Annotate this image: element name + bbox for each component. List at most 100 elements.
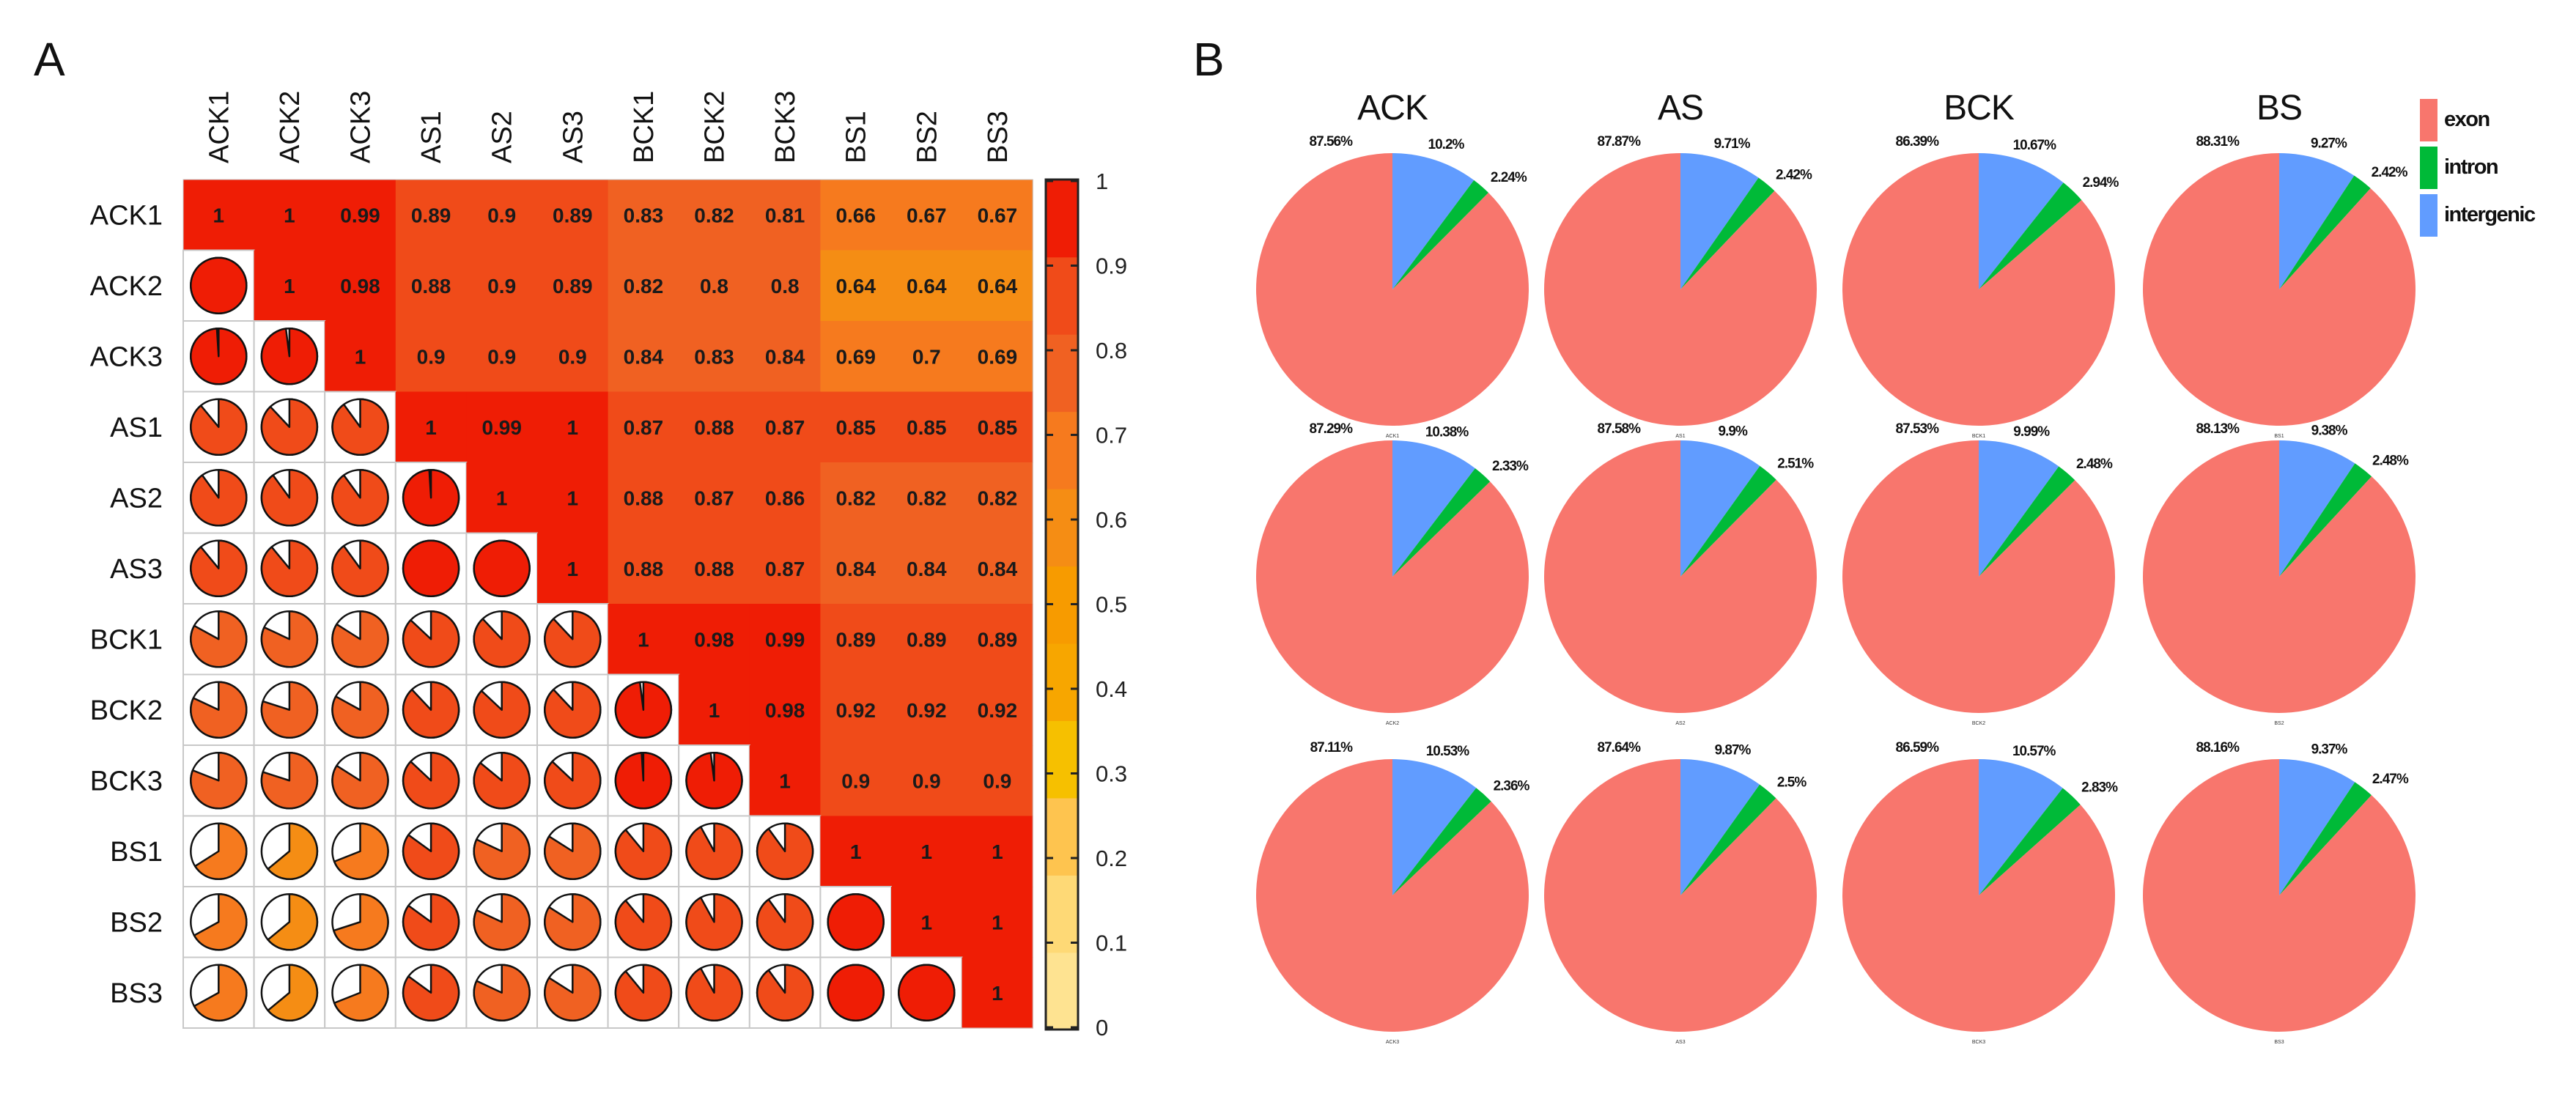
cell-value: 0.98: [694, 628, 734, 651]
cell-value: 0.87: [765, 416, 805, 439]
cell-value: 0.64: [978, 275, 1018, 297]
colorbar-segment: [1046, 952, 1078, 1030]
cell-value: 0.99: [340, 204, 380, 226]
heatmap-cell: [962, 674, 1033, 746]
heatmap-cell: [254, 180, 325, 251]
pie-label-exon: 87.87%: [1598, 134, 1642, 149]
cell-value: 0.88: [694, 416, 734, 439]
pie-glyph-wedge: [898, 964, 956, 1021]
pie-slice-intergenic: [2279, 759, 2355, 895]
pie-label-intergenic: 10.38%: [1425, 425, 1469, 440]
pie-glyph-wedge: [544, 822, 602, 880]
pie-glyph-wedge: [685, 822, 743, 880]
legend-label-intron: intron: [2444, 155, 2498, 179]
heatmap-cell: [891, 321, 963, 393]
heatmap-cell: [608, 462, 679, 534]
pie-slice-intron: [1392, 788, 1491, 895]
cell-value: 0.81: [765, 204, 805, 226]
heatmap-cell: [395, 250, 467, 322]
pie-slice-exon: [2143, 759, 2416, 1032]
pie-glyph-wedge: [473, 964, 531, 1021]
cell-value: 1: [284, 275, 295, 297]
cell-value: 0.89: [411, 204, 451, 226]
colorbar-segment: [1046, 256, 1078, 335]
column-label: ACK1: [204, 91, 235, 163]
colorbar-tick-label: 0.5: [1096, 592, 1127, 618]
heatmap-cell: [325, 321, 396, 393]
pie-glyph-wedge: [402, 964, 460, 1021]
pie-slice-exon: [1256, 153, 1529, 426]
cell-value: 0.84: [624, 345, 664, 368]
heatmap-cell: [749, 462, 821, 534]
pie-glyph-wedge: [473, 681, 531, 739]
cell-value: 0.92: [978, 699, 1018, 722]
heatmap-cell: [962, 462, 1033, 534]
pie-label-intron: 2.48%: [2076, 457, 2113, 472]
heatmap-cell: [395, 180, 467, 251]
pie-glyph-wedge: [685, 964, 743, 1021]
column-label: BCK1: [629, 91, 660, 163]
pie-glyph-wedge: [331, 681, 389, 739]
pie-label-intergenic: 10.53%: [1426, 744, 1470, 759]
cell-value: 0.88: [411, 275, 451, 297]
pie-label-intergenic: 9.38%: [2311, 424, 2348, 439]
cell-value: 0.98: [340, 275, 380, 297]
heatmap-cell: [466, 391, 538, 463]
pie-label-intron: 2.47%: [2372, 772, 2409, 787]
cell-value: 0.82: [835, 487, 876, 509]
pie-slice-intron: [1979, 182, 2082, 289]
heatmap-cell: [183, 180, 255, 251]
row-label: AS2: [110, 483, 163, 514]
pie-column-title: ACK: [1357, 89, 1428, 127]
pie-glyph-wedge: [614, 752, 673, 810]
pie-glyph-wedge: [260, 469, 319, 527]
pie-slice-exon: [1842, 759, 2115, 1032]
heatmap-cell: [537, 533, 609, 605]
pie-glyph-wedge: [402, 893, 460, 951]
column-label: BCK2: [700, 91, 731, 163]
pie-glyph-wedge: [756, 822, 814, 880]
cell-value: 0.84: [835, 558, 876, 580]
pie-slice-intron: [1680, 465, 1776, 577]
heatmap-cell: [679, 533, 750, 605]
pie-slice-exon: [2143, 440, 2416, 713]
pie-label-intron: 2.48%: [2372, 453, 2409, 468]
colorbar-tick-label: 0.6: [1096, 507, 1127, 533]
cell-value: 1: [638, 628, 649, 651]
heatmap-cell: [962, 745, 1033, 817]
pie-slice-exon: [1544, 440, 1817, 714]
heatmap-cell: [608, 391, 679, 463]
heatmap-cell: [962, 533, 1033, 605]
pie-glyph-wedge: [331, 610, 389, 668]
row-label: BCK2: [90, 695, 163, 726]
pie-label-intron: 2.36%: [1494, 778, 1530, 794]
colorbar-segment: [1046, 488, 1078, 567]
column-label: BS3: [983, 111, 1014, 163]
pie-slice-intron: [2279, 463, 2372, 577]
pie-glyph-wedge: [473, 610, 531, 668]
pie-label-intron: 2.94%: [2083, 175, 2119, 191]
pie-slice-exon: [2143, 153, 2416, 426]
pie-label-intergenic: 9.27%: [2311, 136, 2347, 151]
heatmap-cell: [325, 180, 396, 251]
pie-glyph-wedge: [756, 964, 814, 1021]
pie-glyph-wedge: [685, 752, 743, 810]
cell-value: 0.88: [624, 558, 664, 580]
pie-glyph-wedge: [331, 539, 389, 597]
heatmap-cell: [962, 321, 1033, 393]
cell-value: 0.69: [835, 345, 876, 368]
heatmap-cell: [820, 462, 892, 534]
heatmap-cell: [891, 250, 963, 322]
heatmap-cell: [608, 533, 679, 605]
heatmap-cell: [254, 250, 325, 322]
pie-chart-grid: ACK AS BCK BS 10.2% 2.24% 87.56% ACK1 9.71% 2.42%…: [1255, 89, 2416, 1045]
heatmap-border: [182, 179, 1033, 1029]
heatmap-cell: [891, 745, 963, 817]
heatmap-cell: [466, 180, 538, 251]
pie-label-intron: 2.42%: [1776, 168, 1812, 183]
cell-value: 0.82: [978, 487, 1018, 509]
pie-glyph-wedge: [333, 893, 389, 951]
pie-label-exon: 87.53%: [1896, 421, 1940, 437]
heatmap-cell: [891, 180, 963, 251]
